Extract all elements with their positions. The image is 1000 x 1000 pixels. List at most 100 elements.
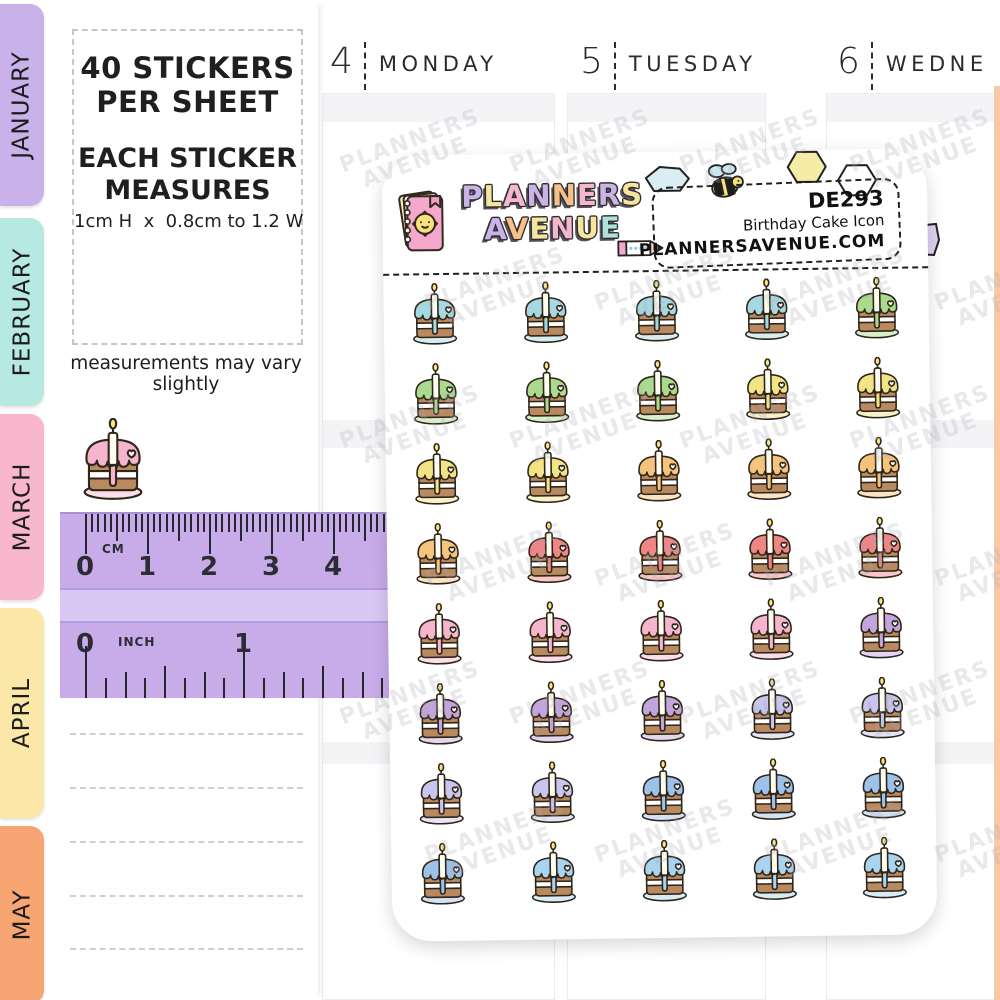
month-tab-january: JANUARY xyxy=(0,4,44,206)
brand-letter: A xyxy=(484,212,507,247)
ruler: 0 1 2 3 4 CM 0 1 INCH xyxy=(60,512,390,698)
inch-tick xyxy=(85,646,87,698)
cake-sticker xyxy=(635,759,692,828)
cake-sticker xyxy=(852,516,909,585)
inch-tick xyxy=(124,672,127,698)
ruler-inch-unit-label: INCH xyxy=(118,635,156,649)
brand-letter: S xyxy=(620,177,644,212)
day-header-divider xyxy=(870,42,873,90)
brand-letter: R xyxy=(597,177,622,212)
cm-tick xyxy=(202,514,205,532)
cm-tick xyxy=(196,514,199,532)
cake-sticker xyxy=(525,841,582,909)
header-cut-line xyxy=(383,266,929,276)
ruler-middle-band xyxy=(60,588,390,623)
month-tab-label: MARCH xyxy=(9,462,35,552)
brand-letter: N xyxy=(551,178,578,213)
cm-tick xyxy=(171,514,174,532)
cake-sticker xyxy=(633,599,690,668)
brand-word-planners: PLANNERS xyxy=(444,177,660,214)
cm-tick xyxy=(153,514,156,532)
cm-tick xyxy=(271,514,273,554)
brand-letter: P xyxy=(460,179,484,214)
day-header-tuesday: 5 TUESDAY xyxy=(580,42,757,90)
cm-tick xyxy=(103,514,106,532)
cake-sticker xyxy=(634,679,691,748)
month-tab-label: FEBRUARY xyxy=(9,247,35,377)
cake-sticker xyxy=(409,442,466,511)
cm-tick xyxy=(97,514,100,532)
cake-sticker xyxy=(632,519,689,588)
info-heading-line2: PER SHEET xyxy=(96,85,279,119)
cm-number: 2 xyxy=(199,552,219,582)
month-tab-march: MARCH xyxy=(0,414,44,600)
cm-number: 3 xyxy=(261,552,281,582)
brand-letter: N xyxy=(526,178,552,213)
day-column-section-band xyxy=(568,94,765,122)
cake-sticker xyxy=(745,758,802,826)
inch-tick xyxy=(243,646,245,698)
cake-sticker xyxy=(412,682,469,751)
inch-tick xyxy=(183,678,186,698)
sticker-info-box: 40 STICKERS PER SHEET EACH STICKER MEASU… xyxy=(72,29,303,345)
cm-tick xyxy=(116,514,118,541)
cm-tick xyxy=(128,514,131,532)
cm-tick xyxy=(364,514,366,541)
day-number: 6 xyxy=(837,41,860,82)
day-column-section-band xyxy=(323,94,554,122)
cake-sticker xyxy=(854,676,911,745)
cm-tick xyxy=(258,514,261,532)
cm-tick xyxy=(320,514,323,532)
day-name: MONDAY xyxy=(378,52,498,76)
cake-sticker xyxy=(521,521,578,589)
brand-letter: V xyxy=(505,211,530,247)
brand-letter: E xyxy=(576,177,599,213)
cm-tick xyxy=(178,514,180,541)
cm-number: 0 xyxy=(75,552,95,582)
inch-tick xyxy=(341,678,344,698)
cake-sticker xyxy=(744,678,801,746)
inch-tick xyxy=(262,678,265,698)
cm-tick xyxy=(326,514,329,532)
product-label-box: DE293 Birthday Cake Icon PLANNERSAVENUE.… xyxy=(639,177,903,270)
info-subheading-line1: EACH STICKER xyxy=(77,143,298,174)
blue-gem-icon xyxy=(644,165,690,193)
white-hexagon-icon xyxy=(836,164,877,197)
cake-sticker xyxy=(631,439,688,508)
cm-tick xyxy=(295,514,298,532)
month-tab-february: FEBRUARY xyxy=(0,218,44,406)
info-subheading-line2: MEASURES xyxy=(104,175,271,206)
cm-tick xyxy=(134,514,137,532)
product-sku: DE293 xyxy=(807,186,885,214)
cm-tick xyxy=(264,514,267,532)
cake-sticker xyxy=(414,842,471,911)
cm-tick xyxy=(109,514,112,532)
cm-tick xyxy=(370,514,373,532)
cm-tick xyxy=(246,514,249,532)
sticker-sheet: PLANNERS AVENUE xyxy=(381,148,938,942)
brand-letter: A xyxy=(502,178,527,214)
cm-tick xyxy=(227,514,230,532)
bee-icon xyxy=(707,163,744,198)
cm-tick xyxy=(333,514,335,554)
inch-tick xyxy=(322,666,324,698)
sample-cake-sticker xyxy=(76,417,150,506)
cm-tick xyxy=(376,514,379,532)
cm-tick xyxy=(302,514,304,541)
cake-sticker xyxy=(739,358,796,426)
cm-tick xyxy=(289,514,292,532)
next-page-edge xyxy=(994,86,1000,1000)
cake-sticker xyxy=(856,836,913,905)
month-tab-april: APRIL xyxy=(0,608,44,818)
cm-number: 1 xyxy=(137,552,157,582)
brand-letter: E xyxy=(529,211,551,246)
inch-tick xyxy=(381,678,384,698)
note-line xyxy=(70,733,303,735)
cm-tick xyxy=(345,514,348,532)
inch-tick xyxy=(164,666,166,698)
inch-tick xyxy=(203,672,206,698)
day-number: 5 xyxy=(580,41,603,82)
cm-tick xyxy=(190,514,193,532)
brand-letter: L xyxy=(483,179,504,214)
